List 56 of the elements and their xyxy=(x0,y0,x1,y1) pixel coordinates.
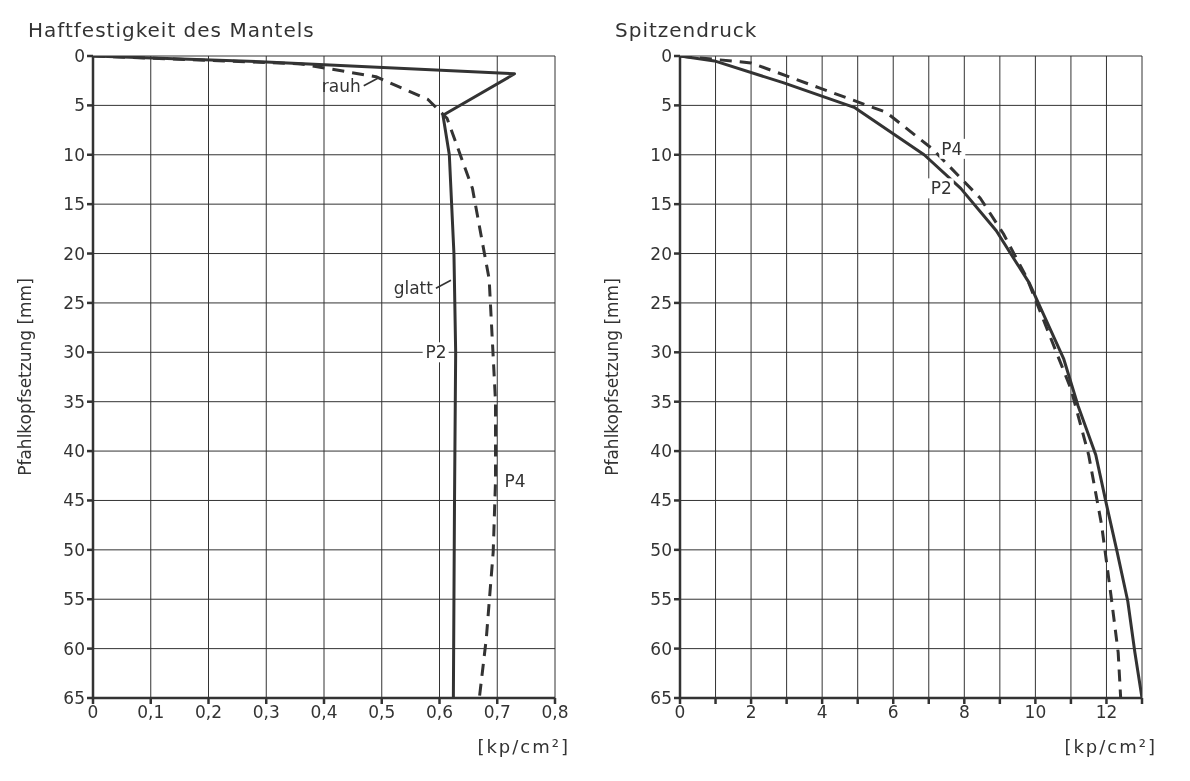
chart-title: Haftfestigkeit des Mantels xyxy=(28,18,315,42)
y-tick-label: 5 xyxy=(74,95,85,116)
x-tick-label: 0,1 xyxy=(137,702,165,723)
x-tick-label: 0,8 xyxy=(541,702,569,723)
series-label: P4 xyxy=(504,470,526,491)
y-tick-label: 20 xyxy=(650,243,672,264)
y-tick-label: 10 xyxy=(63,144,85,165)
x-tick-label: 0 xyxy=(674,702,686,723)
x-tick-label: 6 xyxy=(887,702,899,723)
x-tick-label: 0,3 xyxy=(252,702,280,723)
y-tick-label: 50 xyxy=(63,539,85,560)
y-tick-label: 10 xyxy=(650,144,672,165)
y-tick-label: 60 xyxy=(63,638,85,659)
y-tick-label: 0 xyxy=(74,46,85,67)
y-tick-label: 30 xyxy=(63,342,85,363)
x-tick-label: 12 xyxy=(1095,702,1118,723)
x-tick-label: 8 xyxy=(958,702,970,723)
annotation: glatt xyxy=(393,278,434,299)
y-tick-label: 30 xyxy=(650,342,672,363)
y-tick-label: 15 xyxy=(650,194,672,215)
y-tick-label: 45 xyxy=(650,490,672,511)
x-tick-label: 0,2 xyxy=(194,702,223,723)
y-tick-label: 40 xyxy=(63,441,85,462)
y-tick-label: 60 xyxy=(650,638,672,659)
y-tick-label: 55 xyxy=(63,589,85,610)
x-tick-label: 2 xyxy=(745,702,757,723)
y-tick-label: 50 xyxy=(650,539,672,560)
x-tick-label: 4 xyxy=(816,702,828,723)
series-label: P2 xyxy=(425,342,447,363)
y-axis-title: Pfahlkopfsetzung [mm] xyxy=(15,278,36,476)
y-tick-label: 40 xyxy=(650,441,672,462)
y-tick-label: 65 xyxy=(63,688,85,709)
y-tick-label: 5 xyxy=(661,95,672,116)
y-axis-title: Pfahlkopfsetzung [mm] xyxy=(602,278,623,476)
annotation: rauh xyxy=(321,75,361,96)
x-tick-label: 10 xyxy=(1024,702,1047,723)
x-tick-label: 0,6 xyxy=(425,702,454,723)
y-tick-label: 45 xyxy=(63,490,85,511)
x-tick-label: 0,5 xyxy=(368,702,396,723)
y-tick-label: 35 xyxy=(650,391,672,412)
x-tick-label: 0,7 xyxy=(483,702,511,723)
y-tick-label: 35 xyxy=(63,391,85,412)
series-label: P2 xyxy=(930,178,952,199)
x-axis-title: [kp/cm²] xyxy=(477,736,570,757)
chart-title: Spitzendruck xyxy=(615,18,758,42)
x-axis-title: [kp/cm²] xyxy=(1064,736,1157,757)
y-tick-label: 15 xyxy=(63,194,85,215)
series-label: P4 xyxy=(941,138,963,159)
y-tick-label: 65 xyxy=(650,688,672,709)
y-tick-label: 55 xyxy=(650,589,672,610)
y-tick-label: 0 xyxy=(661,46,672,67)
y-tick-label: 25 xyxy=(63,292,85,313)
y-tick-label: 25 xyxy=(650,292,672,313)
y-tick-label: 20 xyxy=(63,243,85,264)
x-tick-label: 0 xyxy=(87,702,99,723)
x-tick-label: 0,4 xyxy=(310,702,338,723)
